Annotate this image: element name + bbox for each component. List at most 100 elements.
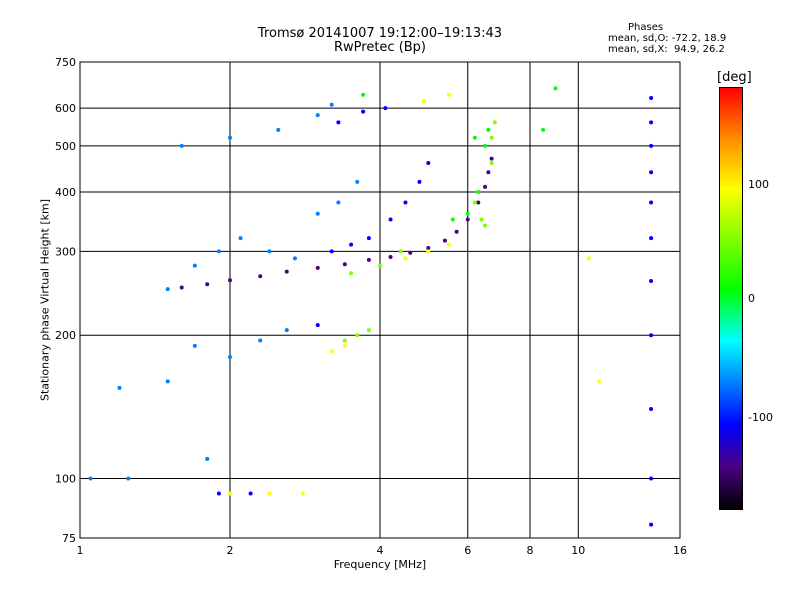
data-point (403, 200, 408, 205)
data-point (649, 170, 654, 175)
data-point (300, 491, 305, 496)
data-point (366, 257, 371, 262)
data-point (165, 379, 170, 384)
data-point (541, 127, 546, 132)
data-point (649, 143, 654, 148)
data-point (276, 127, 281, 132)
data-point (179, 143, 184, 148)
x-tick-label: 10 (571, 544, 585, 557)
data-point (315, 113, 320, 118)
data-point (417, 179, 422, 184)
data-point (228, 355, 232, 360)
data-point (489, 135, 494, 140)
data-point (426, 249, 431, 254)
data-point (349, 271, 354, 276)
data-point (88, 476, 93, 481)
data-point (383, 106, 388, 111)
data-point (465, 211, 470, 216)
data-point (258, 338, 263, 343)
x-tick-label: 4 (377, 544, 384, 557)
y-tick-label: 750 (55, 56, 76, 69)
data-point (492, 120, 497, 125)
data-point (336, 120, 341, 125)
data-point (355, 333, 360, 338)
data-point (248, 491, 253, 496)
data-point (649, 522, 654, 527)
data-point (649, 279, 654, 284)
data-point (315, 265, 320, 270)
y-axis-label: Stationary phase Virtual Height [km] (38, 198, 52, 402)
data-point (336, 200, 341, 205)
data-point (479, 217, 484, 222)
data-point (408, 250, 413, 255)
y-tick-label: 400 (55, 186, 76, 199)
data-point (228, 278, 232, 283)
x-tick-label: 6 (464, 544, 471, 557)
data-point (342, 262, 347, 267)
data-point (284, 328, 289, 333)
colorbar-tick-minus100: -100 (748, 411, 773, 424)
data-point (476, 189, 481, 194)
data-point (421, 99, 426, 104)
chart-title: Tromsø 20141007 19:12:00–19:13:43 (257, 26, 503, 41)
data-point (117, 385, 122, 390)
data-point (342, 338, 347, 343)
data-point (596, 379, 601, 384)
data-point (315, 323, 320, 328)
data-point (192, 263, 197, 268)
data-point (366, 328, 371, 333)
data-point (378, 263, 382, 268)
phases-o-stats: mean, sd,O: -72.2, 18.9 (608, 33, 727, 44)
data-point (292, 256, 297, 261)
y-tick-label: 300 (55, 245, 76, 258)
data-point (454, 229, 459, 234)
y-tick-label: 75 (62, 532, 76, 545)
data-point (649, 476, 654, 481)
data-point (403, 256, 408, 261)
data-point (329, 249, 334, 254)
data-point (228, 491, 232, 496)
data-point (442, 238, 447, 243)
data-point (216, 249, 221, 254)
phases-x-stats: mean, sd,X: 94.9, 26.2 (608, 44, 725, 55)
data-point (342, 343, 347, 348)
data-point (258, 274, 263, 279)
y-tick-label: 600 (55, 102, 76, 115)
data-point (388, 255, 393, 260)
data-point (446, 92, 451, 97)
data-point (649, 333, 654, 338)
data-point (267, 491, 272, 496)
phases-header: Phases (628, 22, 664, 33)
data-point (361, 92, 366, 97)
data-point (329, 349, 334, 354)
data-point (329, 102, 334, 107)
data-point (349, 242, 354, 247)
y-tick-label: 100 (55, 473, 76, 486)
data-point (192, 343, 197, 348)
data-point (446, 242, 451, 247)
data-point (216, 491, 221, 496)
x-tick-label: 2 (227, 544, 234, 557)
data-point (450, 217, 455, 222)
data-point (649, 406, 654, 411)
colorbar-tick-100: 100 (748, 178, 769, 191)
chart-subtitle: RwPretec (Bp) (333, 40, 427, 55)
data-point (649, 200, 654, 205)
data-point (267, 249, 272, 254)
data-point (483, 184, 488, 189)
data-point (483, 143, 488, 148)
data-point (465, 217, 470, 222)
data-point (126, 476, 131, 481)
data-point (472, 200, 477, 205)
x-tick-label: 1 (77, 544, 84, 557)
data-point (586, 256, 591, 261)
data-point (649, 96, 654, 101)
x-tick-label: 16 (673, 544, 687, 557)
x-axis-label: Frequency [MHz] (333, 558, 427, 571)
data-point (553, 86, 558, 91)
data-point (649, 120, 654, 125)
data-point (228, 135, 232, 140)
data-point (315, 211, 320, 216)
data-point (476, 200, 481, 205)
